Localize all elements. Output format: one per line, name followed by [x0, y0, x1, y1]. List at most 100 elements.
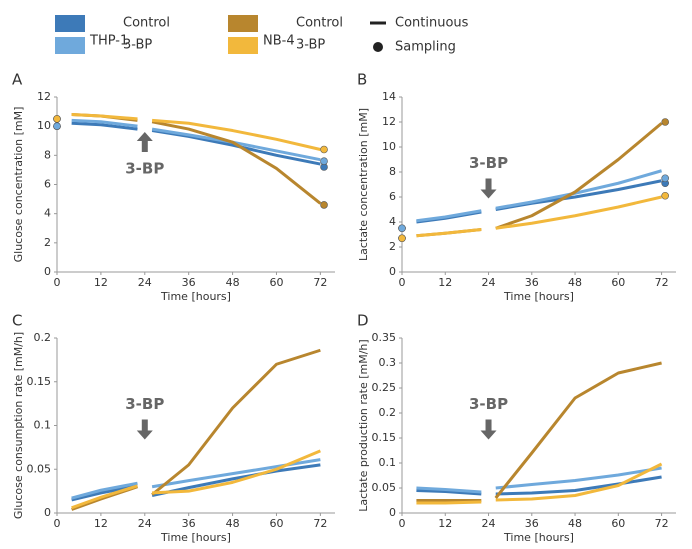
- legend-swatch: [55, 15, 85, 32]
- x-tick-label: 72: [313, 517, 327, 530]
- sample-point: [661, 174, 669, 183]
- y-tick-label: 0.05: [372, 481, 397, 494]
- y-tick-label: 0: [389, 506, 396, 519]
- y-tick-label: 14: [382, 90, 396, 103]
- y-tick-label: 0.15: [372, 431, 397, 444]
- panel-letter: D: [357, 312, 369, 330]
- y-axis-label: Glucose consumption rate [mM/h]: [12, 332, 25, 519]
- x-tick-label: 12: [438, 517, 452, 530]
- x-axis-label: Time [hours]: [160, 531, 231, 544]
- x-tick-label: 36: [525, 276, 539, 289]
- y-tick-label: 2: [389, 240, 396, 253]
- series-line: [71, 113, 321, 151]
- x-tick-label: 36: [182, 276, 196, 289]
- y-tick-label: 0.25: [372, 381, 397, 394]
- y-tick-label: 6: [44, 178, 51, 191]
- y-tick-label: 4: [389, 215, 396, 228]
- y-tick-label: 0.3: [379, 356, 397, 369]
- annotation-arrow: [480, 178, 497, 199]
- y-axis-label: Glucose concentration [mM]: [12, 107, 25, 263]
- y-tick-label: 8: [389, 165, 396, 178]
- x-tick-label: 36: [525, 517, 539, 530]
- y-tick-label: 0.15: [27, 375, 52, 388]
- y-axis-label: Lactate production rate [mM/h]: [357, 339, 370, 511]
- series-line: [416, 122, 663, 238]
- x-tick-label: 48: [568, 276, 582, 289]
- y-tick-label: 10: [382, 140, 396, 153]
- legend-swatch: [228, 15, 258, 32]
- x-tick-label: 0: [54, 276, 61, 289]
- sample-point: [53, 115, 61, 123]
- x-axis-label: Time [hours]: [160, 290, 231, 303]
- series-line: [416, 475, 662, 496]
- legend-item: Control: [123, 16, 170, 31]
- x-tick-label: 72: [313, 276, 327, 289]
- series-line: [416, 361, 662, 502]
- legend-line-label: Continuous: [395, 16, 469, 31]
- y-tick-label: 12: [37, 90, 51, 103]
- series-line: [71, 121, 321, 166]
- sample-point: [53, 122, 61, 130]
- x-tick-label: 24: [482, 276, 496, 289]
- sample-point: [320, 157, 328, 165]
- y-tick-label: 0: [44, 506, 51, 519]
- legend-item: Control: [296, 16, 343, 31]
- x-axis-label: Time [hours]: [503, 290, 574, 303]
- legend-group: NB-4: [263, 34, 295, 49]
- series-line: [416, 466, 662, 494]
- sample-point: [398, 234, 406, 243]
- sample-point: [661, 118, 669, 126]
- x-tick-label: 12: [94, 517, 108, 530]
- series-line: [71, 449, 321, 510]
- legend-item: 3-BP: [296, 38, 325, 53]
- sample-point: [320, 145, 328, 154]
- legend-item: 3-BP: [123, 38, 152, 53]
- annotation-arrow: [480, 419, 497, 440]
- y-tick-label: 0.05: [27, 462, 52, 475]
- x-tick-label: 36: [182, 517, 196, 530]
- y-tick-label: 2: [44, 236, 51, 249]
- series-line: [416, 462, 663, 505]
- x-tick-label: 24: [138, 517, 152, 530]
- sample-point: [398, 224, 406, 233]
- y-tick-label: 0.1: [379, 456, 397, 469]
- legend-swatch: [55, 37, 85, 54]
- x-tick-label: 48: [226, 276, 240, 289]
- y-tick-label: 0.1: [34, 419, 52, 432]
- y-tick-label: 8: [44, 148, 51, 161]
- annotation-arrow: [136, 132, 153, 152]
- y-tick-label: 0.35: [372, 331, 397, 344]
- x-tick-label: 72: [655, 276, 669, 289]
- y-tick-label: 12: [382, 115, 396, 128]
- panel-letter: C: [12, 312, 22, 330]
- legend-point: [373, 42, 383, 52]
- y-tick-label: 0.2: [34, 331, 52, 344]
- x-tick-label: 72: [655, 517, 669, 530]
- x-tick-label: 12: [94, 276, 108, 289]
- y-axis-label: Lactate concentration [mM]: [357, 108, 370, 261]
- x-tick-label: 48: [568, 517, 582, 530]
- y-tick-label: 6: [389, 190, 396, 203]
- sample-point: [661, 191, 669, 200]
- x-tick-label: 0: [399, 517, 406, 530]
- annotation-text: 3-BP: [125, 395, 164, 413]
- series-line: [416, 195, 662, 238]
- annotation-text: 3-BP: [469, 154, 508, 172]
- x-tick-label: 60: [269, 517, 283, 530]
- x-tick-label: 60: [269, 276, 283, 289]
- x-tick-label: 60: [611, 276, 625, 289]
- annotation-arrow: [136, 419, 153, 440]
- y-tick-label: 0.2: [379, 406, 397, 419]
- x-tick-label: 0: [399, 276, 406, 289]
- x-tick-label: 24: [482, 517, 496, 530]
- x-tick-label: 12: [438, 276, 452, 289]
- panel-letter: B: [357, 71, 367, 89]
- y-tick-label: 4: [44, 207, 51, 220]
- x-axis-label: Time [hours]: [503, 531, 574, 544]
- annotation-text: 3-BP: [469, 395, 508, 413]
- y-tick-label: 0: [389, 265, 396, 278]
- panel-letter: A: [12, 71, 23, 89]
- y-tick-label: 0: [44, 265, 51, 278]
- sample-point: [320, 201, 328, 209]
